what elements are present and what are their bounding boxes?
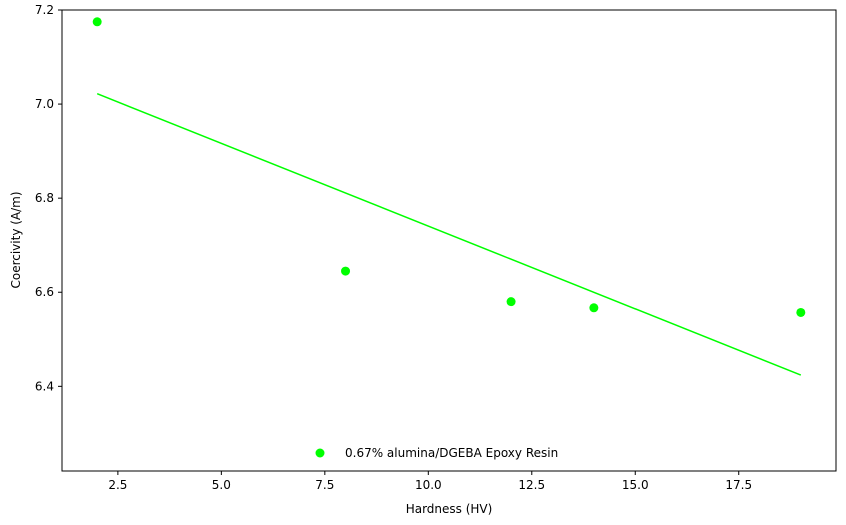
legend: 0.67% alumina/DGEBA Epoxy Resin — [315, 446, 558, 460]
data-point — [506, 297, 516, 307]
data-point — [341, 266, 351, 276]
x-tick-label: 2.5 — [108, 478, 127, 492]
x-tick-label: 12.5 — [518, 478, 545, 492]
x-tick-label: 10.0 — [415, 478, 442, 492]
x-tick-label: 7.5 — [315, 478, 334, 492]
y-tick-label: 6.4 — [35, 379, 54, 393]
y-tick-label: 6.8 — [35, 191, 54, 205]
x-axis-label: Hardness (HV) — [406, 502, 493, 516]
y-axis-label: Coercivity (A/m) — [9, 191, 23, 288]
y-tick-label: 6.6 — [35, 285, 54, 299]
plot-frame — [61, 9, 837, 472]
data-point — [589, 303, 599, 313]
data-point — [796, 307, 806, 317]
x-tick-label: 17.5 — [725, 478, 752, 492]
y-tick-label: 7.0 — [35, 97, 54, 111]
legend-marker — [315, 448, 325, 458]
y-tick-label: 7.2 — [35, 3, 54, 17]
legend-label: 0.67% alumina/DGEBA Epoxy Resin — [345, 446, 558, 460]
trendline — [96, 93, 802, 376]
chart-marks — [92, 17, 806, 376]
data-point — [92, 17, 102, 27]
x-tick-label: 5.0 — [212, 478, 231, 492]
axes: 2.5 5.0 7.5 10.0 12.5 15.0 17.5 6.4 6.6 6.8 7.0 7.2 — [35, 3, 752, 492]
plot-area — [62, 10, 836, 471]
x-tick-label: 15.0 — [622, 478, 649, 492]
